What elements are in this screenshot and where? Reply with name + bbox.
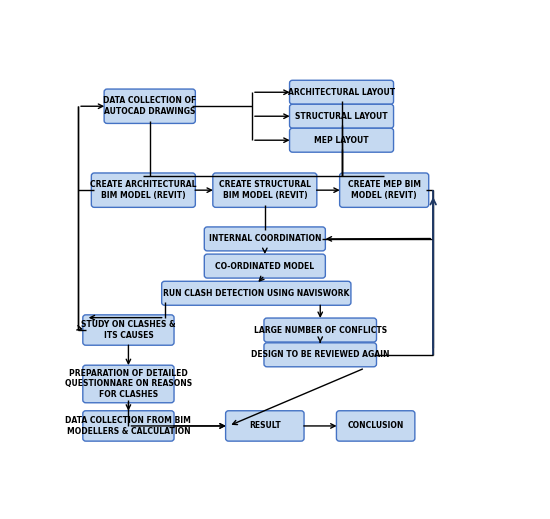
Text: CREATE ARCHITECTURAL
BIM MODEL (REVIT): CREATE ARCHITECTURAL BIM MODEL (REVIT) [90,180,196,200]
FancyBboxPatch shape [226,411,304,441]
FancyBboxPatch shape [289,104,394,128]
FancyBboxPatch shape [83,411,174,441]
Text: CO-ORDINATED MODEL: CO-ORDINATED MODEL [215,262,315,270]
FancyBboxPatch shape [204,227,326,251]
FancyBboxPatch shape [289,128,394,152]
Text: RESULT: RESULT [249,421,280,430]
Text: INTERNAL COORDINATION: INTERNAL COORDINATION [208,235,321,243]
FancyBboxPatch shape [104,89,195,124]
Text: CREATE STRUCTURAL
BIM MODEL (REVIT): CREATE STRUCTURAL BIM MODEL (REVIT) [219,180,311,200]
FancyBboxPatch shape [264,318,377,342]
Text: DESIGN TO BE REVIEWED AGAIN: DESIGN TO BE REVIEWED AGAIN [251,350,389,359]
FancyBboxPatch shape [91,173,195,208]
Text: LARGE NUMBER OF CONFLICTS: LARGE NUMBER OF CONFLICTS [254,325,387,335]
FancyBboxPatch shape [264,343,377,367]
Text: ARCHITECTURAL LAYOUT: ARCHITECTURAL LAYOUT [288,88,395,97]
Text: DATA COLLECTION OF
AUTOCAD DRAWINGS: DATA COLLECTION OF AUTOCAD DRAWINGS [103,97,196,116]
FancyBboxPatch shape [83,365,174,403]
FancyBboxPatch shape [340,173,428,208]
FancyBboxPatch shape [213,173,317,208]
Text: CREATE MEP BIM
MODEL (REVIT): CREATE MEP BIM MODEL (REVIT) [348,180,421,200]
FancyBboxPatch shape [204,254,326,278]
Text: PREPARATION OF DETAILED
QUESTIONNARE ON REASONS
FOR CLASHES: PREPARATION OF DETAILED QUESTIONNARE ON … [65,368,192,399]
FancyBboxPatch shape [337,411,415,441]
Text: DATA COLLECTION FROM BIM
MODELLERS & CALCULATION: DATA COLLECTION FROM BIM MODELLERS & CAL… [65,416,191,436]
FancyBboxPatch shape [83,315,174,345]
FancyBboxPatch shape [162,281,351,305]
Text: MEP LAYOUT: MEP LAYOUT [314,135,369,145]
Text: RUN CLASH DETECTION USING NAVISWORK: RUN CLASH DETECTION USING NAVISWORK [163,289,349,298]
Text: CONCLUSION: CONCLUSION [348,421,404,430]
Text: STRUCTURAL LAYOUT: STRUCTURAL LAYOUT [295,112,388,121]
FancyBboxPatch shape [289,80,394,104]
Text: STUDY ON CLASHES &
ITS CAUSES: STUDY ON CLASHES & ITS CAUSES [81,320,176,340]
